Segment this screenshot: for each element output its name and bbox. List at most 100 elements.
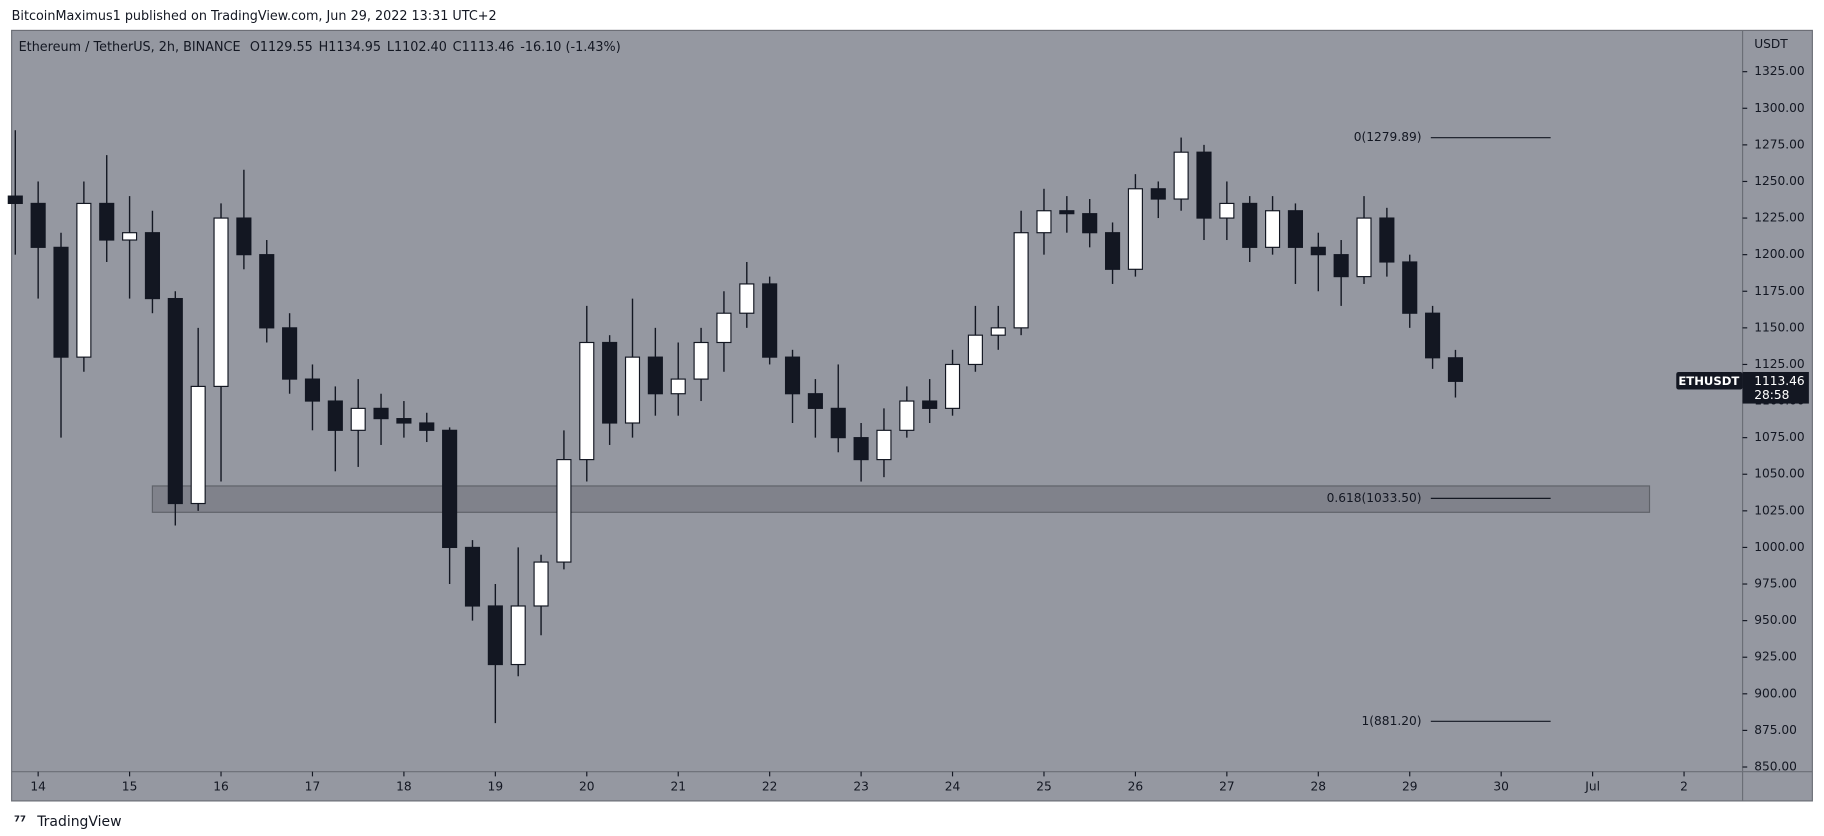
candle-body bbox=[304, 378, 321, 402]
x-tick-label: 16 bbox=[213, 779, 229, 793]
symbol-legend: Ethereum / TetherUS, 2h, BINANCE O1129.55… bbox=[19, 39, 621, 54]
x-tick-label: 17 bbox=[305, 779, 321, 793]
x-tick-label: 24 bbox=[945, 779, 961, 793]
x-tick-label: 23 bbox=[853, 779, 869, 793]
y-tick-label: 1050.00 bbox=[1754, 467, 1804, 481]
candle-body bbox=[944, 363, 961, 409]
candle-body bbox=[1425, 312, 1441, 359]
symbol-title: Ethereum / TetherUS, 2h, BINANCE bbox=[19, 39, 241, 54]
y-tick-label: 1175.00 bbox=[1754, 284, 1804, 298]
price-tag-price: 1113.46 bbox=[1754, 374, 1805, 388]
candle-body bbox=[1379, 217, 1395, 263]
x-tick-label: 29 bbox=[1402, 779, 1418, 793]
y-tick-label: 850.00 bbox=[1754, 759, 1797, 773]
ohlc-value: 1113.46 bbox=[462, 39, 515, 54]
candle-body bbox=[716, 312, 732, 344]
candle-body bbox=[1104, 232, 1121, 270]
candle-body bbox=[259, 254, 275, 329]
ohlc-label: L bbox=[387, 39, 395, 54]
candle-body bbox=[7, 195, 23, 205]
candle-body bbox=[1356, 217, 1372, 278]
candle-body bbox=[1310, 246, 1326, 256]
price-tag-symbol: ETHUSDT bbox=[1678, 374, 1739, 388]
ohlc-value: 1134.95 bbox=[328, 39, 381, 54]
x-tick-label: Jul bbox=[1584, 779, 1600, 793]
candle-body bbox=[830, 407, 846, 439]
candle-body bbox=[442, 429, 458, 549]
y-tick-label: 1000.00 bbox=[1754, 540, 1804, 554]
y-tick-label: 875.00 bbox=[1754, 723, 1797, 737]
y-tick-label: 1075.00 bbox=[1754, 430, 1804, 444]
ohlc-label: H bbox=[319, 39, 329, 54]
candle-body bbox=[670, 378, 686, 395]
candle-body bbox=[1173, 151, 1189, 200]
candle-body bbox=[1196, 151, 1212, 219]
candle-body bbox=[76, 202, 92, 358]
candle-body bbox=[624, 356, 641, 424]
fib-label: 0.618(1033.50) bbox=[1327, 491, 1422, 505]
candle-body bbox=[464, 546, 481, 607]
ohlc-value: 1129.55 bbox=[260, 39, 313, 54]
candle-body bbox=[282, 327, 298, 380]
candle-body bbox=[30, 202, 46, 248]
candle-body bbox=[144, 232, 161, 300]
candle-body bbox=[1150, 188, 1166, 200]
y-tick-label: 900.00 bbox=[1754, 686, 1797, 700]
candle-body bbox=[647, 356, 663, 395]
logo-icon: ⁷⁷ bbox=[14, 814, 26, 830]
y-tick-label: 1125.00 bbox=[1754, 357, 1804, 371]
y-tick-label: 1275.00 bbox=[1754, 137, 1804, 151]
candle-body bbox=[1059, 210, 1075, 215]
candle-body bbox=[762, 283, 778, 358]
y-tick-label: 1325.00 bbox=[1754, 64, 1804, 78]
ohlc-value: 1102.40 bbox=[394, 39, 447, 54]
publisher: BitcoinMaximus1 published on TradingView… bbox=[12, 9, 497, 24]
x-tick-label: 27 bbox=[1219, 779, 1235, 793]
candle-body bbox=[579, 341, 595, 461]
candle-body bbox=[350, 407, 366, 431]
candle-body bbox=[1402, 261, 1418, 314]
y-tick-label: 1150.00 bbox=[1754, 320, 1804, 334]
candle-body bbox=[1242, 202, 1258, 248]
candle-body bbox=[1036, 210, 1052, 234]
candle-body bbox=[990, 327, 1006, 336]
x-tick-label: 26 bbox=[1128, 779, 1144, 793]
y-tick-label: 925.00 bbox=[1754, 650, 1797, 664]
candle-body bbox=[1333, 254, 1349, 278]
x-tick-label: 30 bbox=[1493, 779, 1509, 793]
y-tick-label: 1225.00 bbox=[1754, 211, 1804, 225]
candle-body bbox=[922, 400, 938, 409]
candle-body bbox=[190, 385, 206, 505]
candle-body bbox=[213, 217, 229, 387]
candle-body bbox=[396, 418, 412, 424]
y-tick-label: 1200.00 bbox=[1754, 247, 1804, 261]
candle-body bbox=[807, 393, 823, 409]
x-tick-label: 2 bbox=[1680, 779, 1688, 793]
candle-body bbox=[1447, 357, 1464, 382]
logo-text: TradingView bbox=[36, 814, 121, 830]
x-tick-label: 18 bbox=[396, 779, 412, 793]
candle-body bbox=[693, 341, 709, 380]
candle-body bbox=[1265, 210, 1281, 248]
candle-body bbox=[1287, 210, 1303, 248]
candle-body bbox=[556, 459, 572, 563]
candle-body bbox=[739, 283, 755, 314]
price-tag-box bbox=[1742, 371, 1809, 404]
candle-body bbox=[419, 422, 435, 431]
candle-body bbox=[784, 356, 801, 395]
candle-body bbox=[876, 429, 892, 461]
fib-label: 1(881.20) bbox=[1362, 714, 1422, 728]
x-tick-label: 25 bbox=[1036, 779, 1052, 793]
candle-body bbox=[327, 400, 343, 431]
y-tick-label: 975.00 bbox=[1754, 577, 1797, 591]
candle-body bbox=[373, 407, 389, 420]
ohlc-change: -16.10 (-1.43%) bbox=[520, 39, 620, 54]
candle-body bbox=[236, 217, 252, 256]
candle-body bbox=[1127, 188, 1143, 270]
x-tick-label: 21 bbox=[670, 779, 686, 793]
candle-body bbox=[99, 202, 115, 241]
candle-body bbox=[853, 437, 869, 461]
candle-body bbox=[1219, 202, 1235, 219]
